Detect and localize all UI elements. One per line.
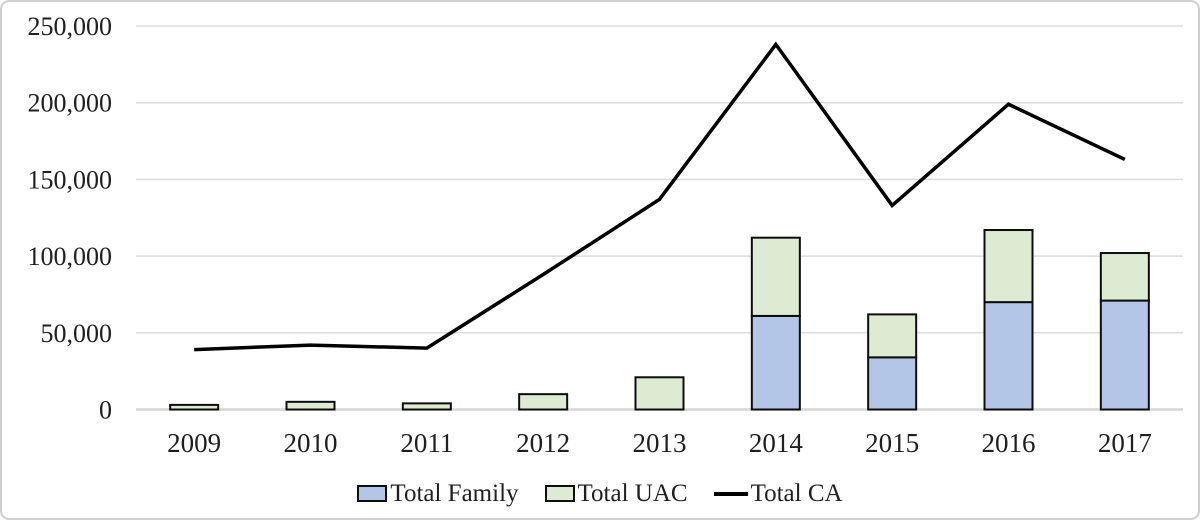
bar-total-uac-2017 — [1099, 252, 1150, 302]
x-tick-label-2015: 2015 — [865, 428, 919, 458]
x-tick-label-2010: 2010 — [284, 428, 338, 458]
legend-item-total-uac: Total UAC — [544, 480, 688, 507]
x-tick-label-2012: 2012 — [516, 428, 570, 458]
bar-total-uac-2013 — [634, 376, 685, 411]
line-total-ca — [194, 41, 1126, 352]
bar-total-uac-2015 — [867, 313, 918, 359]
y-tick-label-150000: 150,000 — [28, 165, 113, 194]
legend-item-total-family: Total Family — [357, 480, 519, 507]
x-tick-label-2013: 2013 — [633, 428, 687, 458]
legend-swatch-total-ca-icon — [713, 491, 748, 496]
y-tick-label-50000: 50,000 — [41, 319, 113, 348]
bar-total-uac-2009 — [169, 403, 220, 411]
x-tick-label-2017: 2017 — [1098, 428, 1152, 458]
y-tick-label-100000: 100,000 — [28, 242, 113, 271]
y-tick-label-0: 0 — [99, 396, 112, 425]
bar-total-family-2014 — [750, 314, 801, 411]
legend-label-total-family: Total Family — [390, 480, 519, 507]
x-tick-label-2011: 2011 — [400, 428, 453, 458]
y-tick-label-200000: 200,000 — [28, 89, 113, 118]
x-tick-label-2009: 2009 — [167, 428, 221, 458]
bar-total-uac-2016 — [983, 229, 1034, 304]
bar-total-uac-2012 — [518, 393, 569, 411]
legend-label-total-ca: Total CA — [750, 480, 843, 507]
x-tick-label-2014: 2014 — [749, 428, 804, 458]
legend-swatch-total-uac-icon — [544, 485, 575, 502]
bar-total-uac-2010 — [285, 400, 336, 411]
legend: Total Family Total UAC Total CA — [2, 481, 1198, 506]
bar-total-uac-2011 — [401, 402, 452, 411]
bar-total-family-2015 — [867, 356, 918, 411]
legend-label-total-uac: Total UAC — [577, 480, 688, 507]
bar-total-family-2017 — [1099, 299, 1150, 411]
legend-swatch-total-family-icon — [357, 485, 388, 502]
x-tick-label-2016: 2016 — [982, 428, 1036, 458]
legend-item-total-ca: Total CA — [713, 480, 843, 507]
bar-total-uac-2014 — [750, 236, 801, 317]
y-tick-label-250000: 250,000 — [28, 12, 113, 41]
bar-total-family-2016 — [983, 301, 1034, 411]
